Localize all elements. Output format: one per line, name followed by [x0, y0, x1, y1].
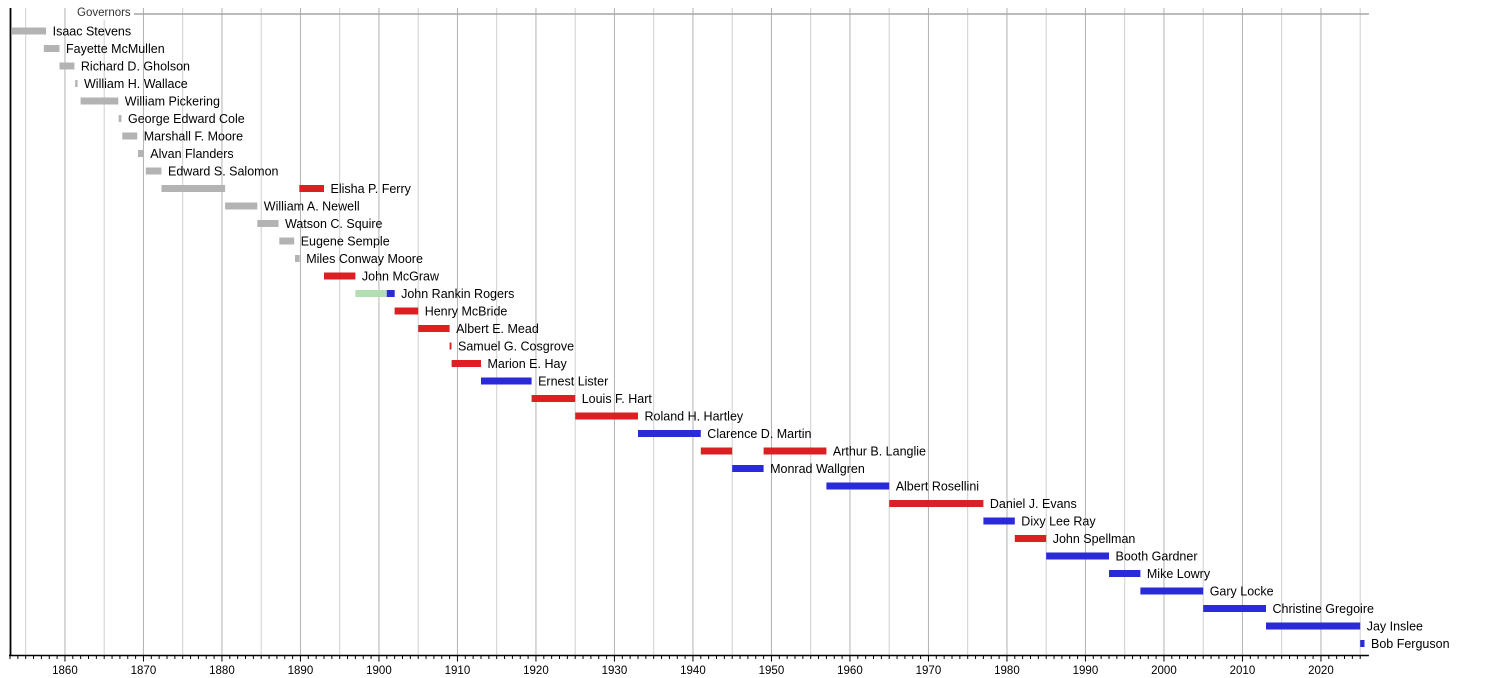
- governor-term-bar[interactable]: [138, 150, 144, 157]
- governor-name-label[interactable]: William Pickering: [125, 94, 220, 108]
- governor-name-label[interactable]: Miles Conway Moore: [306, 252, 423, 266]
- governor-term-bar[interactable]: [122, 132, 138, 140]
- governor-term-bar[interactable]: [1014, 535, 1047, 542]
- governor-term-bar[interactable]: [732, 465, 764, 472]
- governor-term-bar[interactable]: [481, 377, 532, 385]
- governor-term-bar[interactable]: [257, 220, 279, 227]
- governor-term-bar[interactable]: [355, 290, 387, 297]
- governor-name-label[interactable]: Dixy Lee Ray: [1021, 514, 1096, 528]
- governor-name-label[interactable]: Mike Lowry: [1147, 567, 1211, 581]
- axis-year-label-1990: 1990: [1073, 665, 1099, 677]
- governor-name-label[interactable]: Bob Ferguson: [1371, 637, 1450, 651]
- governor-term-bar[interactable]: [1266, 622, 1361, 630]
- governor-name-label[interactable]: John Spellman: [1053, 532, 1136, 546]
- governor-term-bar[interactable]: [1109, 570, 1141, 577]
- governor-term-bar[interactable]: [700, 447, 733, 455]
- governor-name-label[interactable]: Albert Rosellini: [896, 479, 979, 493]
- governor-term-bar[interactable]: [80, 97, 119, 105]
- governor-name-label[interactable]: Booth Gardner: [1116, 549, 1198, 563]
- axis-year-label-1950: 1950: [759, 665, 785, 677]
- governor-name-label[interactable]: Henry McBride: [425, 304, 508, 318]
- governor-term-bar[interactable]: [324, 272, 356, 280]
- governor-name-label[interactable]: Edward S. Salomon: [168, 164, 279, 178]
- axis-year-label-1960: 1960: [837, 665, 863, 677]
- governor-name-label[interactable]: Samuel G. Cosgrove: [458, 339, 574, 353]
- axis-year-label-1940: 1940: [680, 665, 706, 677]
- governor-name-label[interactable]: Daniel J. Evans: [990, 497, 1077, 511]
- governor-term-bar[interactable]: [118, 115, 122, 122]
- axis-year-label-1890: 1890: [288, 665, 314, 677]
- governor-name-label[interactable]: Isaac Stevens: [53, 24, 132, 38]
- governor-name-label[interactable]: Watson C. Squire: [285, 217, 383, 231]
- governor-term-bar[interactable]: [225, 202, 258, 210]
- governor-term-bar[interactable]: [299, 185, 324, 192]
- governor-term-bar[interactable]: [531, 395, 576, 402]
- governor-term-bar[interactable]: [12, 27, 47, 35]
- governor-term-bar[interactable]: [889, 500, 984, 507]
- governor-term-bar[interactable]: [279, 237, 295, 245]
- governor-name-label[interactable]: Marshall F. Moore: [144, 129, 243, 143]
- governor-name-label[interactable]: Louis F. Hart: [582, 392, 653, 406]
- governor-name-label[interactable]: Richard D. Gholson: [81, 59, 190, 73]
- governor-name-label[interactable]: William A. Newell: [264, 199, 360, 213]
- governor-name-label[interactable]: Ernest Lister: [538, 374, 608, 388]
- governor-term-bar[interactable]: [386, 290, 395, 297]
- governor-term-bar[interactable]: [575, 412, 638, 420]
- governor-name-label[interactable]: William H. Wallace: [84, 77, 188, 91]
- governor-name-label[interactable]: Arthur B. Langlie: [833, 444, 926, 458]
- axis-year-label-2010: 2010: [1230, 665, 1256, 677]
- chart-title: Governors: [77, 7, 134, 20]
- governor-name-label[interactable]: Alvan Flanders: [150, 147, 233, 161]
- governor-name-label[interactable]: Monrad Wallgren: [770, 462, 865, 476]
- governor-term-bar[interactable]: [145, 167, 162, 175]
- governor-term-bar[interactable]: [394, 307, 419, 315]
- governor-term-bar[interactable]: [449, 342, 452, 350]
- governor-term-bar[interactable]: [763, 447, 827, 455]
- governor-name-label[interactable]: George Edward Cole: [128, 112, 245, 126]
- axis-year-label-1870: 1870: [131, 665, 157, 677]
- axis-year-label-2000: 2000: [1151, 665, 1177, 677]
- governor-name-label[interactable]: Elisha P. Ferry: [331, 182, 412, 196]
- governor-term-bar[interactable]: [75, 80, 78, 87]
- governor-name-label[interactable]: Jay Inslee: [1367, 619, 1423, 633]
- axis-year-label-1910: 1910: [445, 665, 471, 677]
- governor-term-bar[interactable]: [1140, 587, 1204, 595]
- governor-term-bar[interactable]: [451, 360, 481, 367]
- axis-year-label-1920: 1920: [523, 665, 549, 677]
- governor-name-label[interactable]: Clarence D. Martin: [707, 427, 811, 441]
- axis-year-label-1880: 1880: [209, 665, 235, 677]
- governor-term-bar[interactable]: [638, 430, 701, 437]
- governor-term-bar[interactable]: [826, 482, 890, 490]
- axis-year-label-2020: 2020: [1308, 665, 1334, 677]
- axis-year-label-1860: 1860: [52, 665, 78, 677]
- governor-name-label[interactable]: Gary Locke: [1210, 584, 1274, 598]
- governor-name-label[interactable]: Eugene Semple: [301, 234, 390, 248]
- governor-name-label[interactable]: Marion E. Hay: [488, 357, 568, 371]
- governor-term-bar[interactable]: [161, 185, 226, 192]
- governor-term-bar[interactable]: [295, 255, 300, 262]
- axis-year-label-1970: 1970: [916, 665, 942, 677]
- governor-name-label[interactable]: Albert E. Mead: [456, 322, 539, 336]
- governor-term-bar[interactable]: [1360, 640, 1365, 647]
- axis-year-label-1930: 1930: [602, 665, 628, 677]
- governor-name-label[interactable]: Roland H. Hartley: [645, 409, 744, 423]
- governor-name-label[interactable]: John Rankin Rogers: [401, 287, 514, 301]
- governor-term-bar[interactable]: [1046, 552, 1109, 560]
- governor-term-bar[interactable]: [983, 517, 1015, 525]
- governor-name-label[interactable]: John McGraw: [362, 269, 440, 283]
- axis-year-label-1980: 1980: [994, 665, 1020, 677]
- governor-term-bar[interactable]: [59, 62, 75, 70]
- governor-term-bar[interactable]: [1203, 605, 1266, 612]
- governor-name-label[interactable]: Christine Gregoire: [1273, 602, 1374, 616]
- governor-name-label[interactable]: Fayette McMullen: [66, 42, 165, 56]
- axis-year-label-1900: 1900: [366, 665, 392, 677]
- governor-term-bar[interactable]: [418, 325, 450, 332]
- governor-term-bar[interactable]: [43, 45, 60, 52]
